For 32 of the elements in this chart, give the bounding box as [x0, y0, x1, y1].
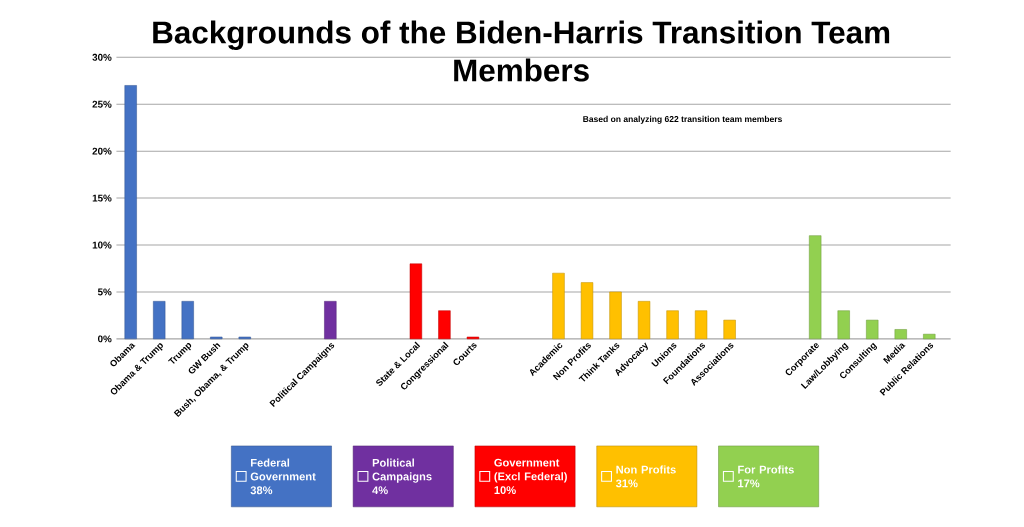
bar	[923, 333, 936, 339]
chart-title: Backgrounds of the Biden-Harris Transition Team Members	[153, 20, 890, 82]
y-tick-label: 0%	[97, 335, 112, 343]
y-tick-label: 25%	[92, 100, 112, 108]
bar	[153, 300, 166, 339]
y-tick-label: 5%	[97, 288, 112, 296]
bar	[580, 282, 594, 339]
bar	[723, 319, 736, 339]
annotation: Based on analyzing 622 transition team members	[583, 115, 782, 124]
bar	[609, 291, 622, 339]
legend-label: Federal Government 38%	[250, 458, 316, 494]
legend-label: Non Profits 31%	[615, 465, 676, 488]
bar	[837, 310, 850, 339]
bar	[694, 310, 708, 339]
y-tick-label: 10%	[92, 241, 112, 249]
y-tick-label: 30%	[92, 53, 112, 61]
bar	[637, 300, 651, 339]
bar	[409, 263, 423, 339]
bar	[181, 300, 194, 339]
legend-label: For Profits 17%	[738, 465, 794, 488]
bar	[809, 235, 822, 339]
legend-label: Government (Excl Federal) 10%	[494, 458, 567, 494]
legend-label: Political Campaigns 4%	[372, 458, 432, 494]
y-tick-label: 15%	[92, 194, 112, 202]
bar	[666, 310, 679, 339]
bar	[438, 310, 451, 339]
y-tick-label: 20%	[92, 147, 112, 155]
bar	[324, 300, 337, 339]
bar	[124, 84, 137, 339]
bar	[894, 329, 907, 339]
bar	[552, 272, 565, 339]
bar	[866, 319, 879, 339]
